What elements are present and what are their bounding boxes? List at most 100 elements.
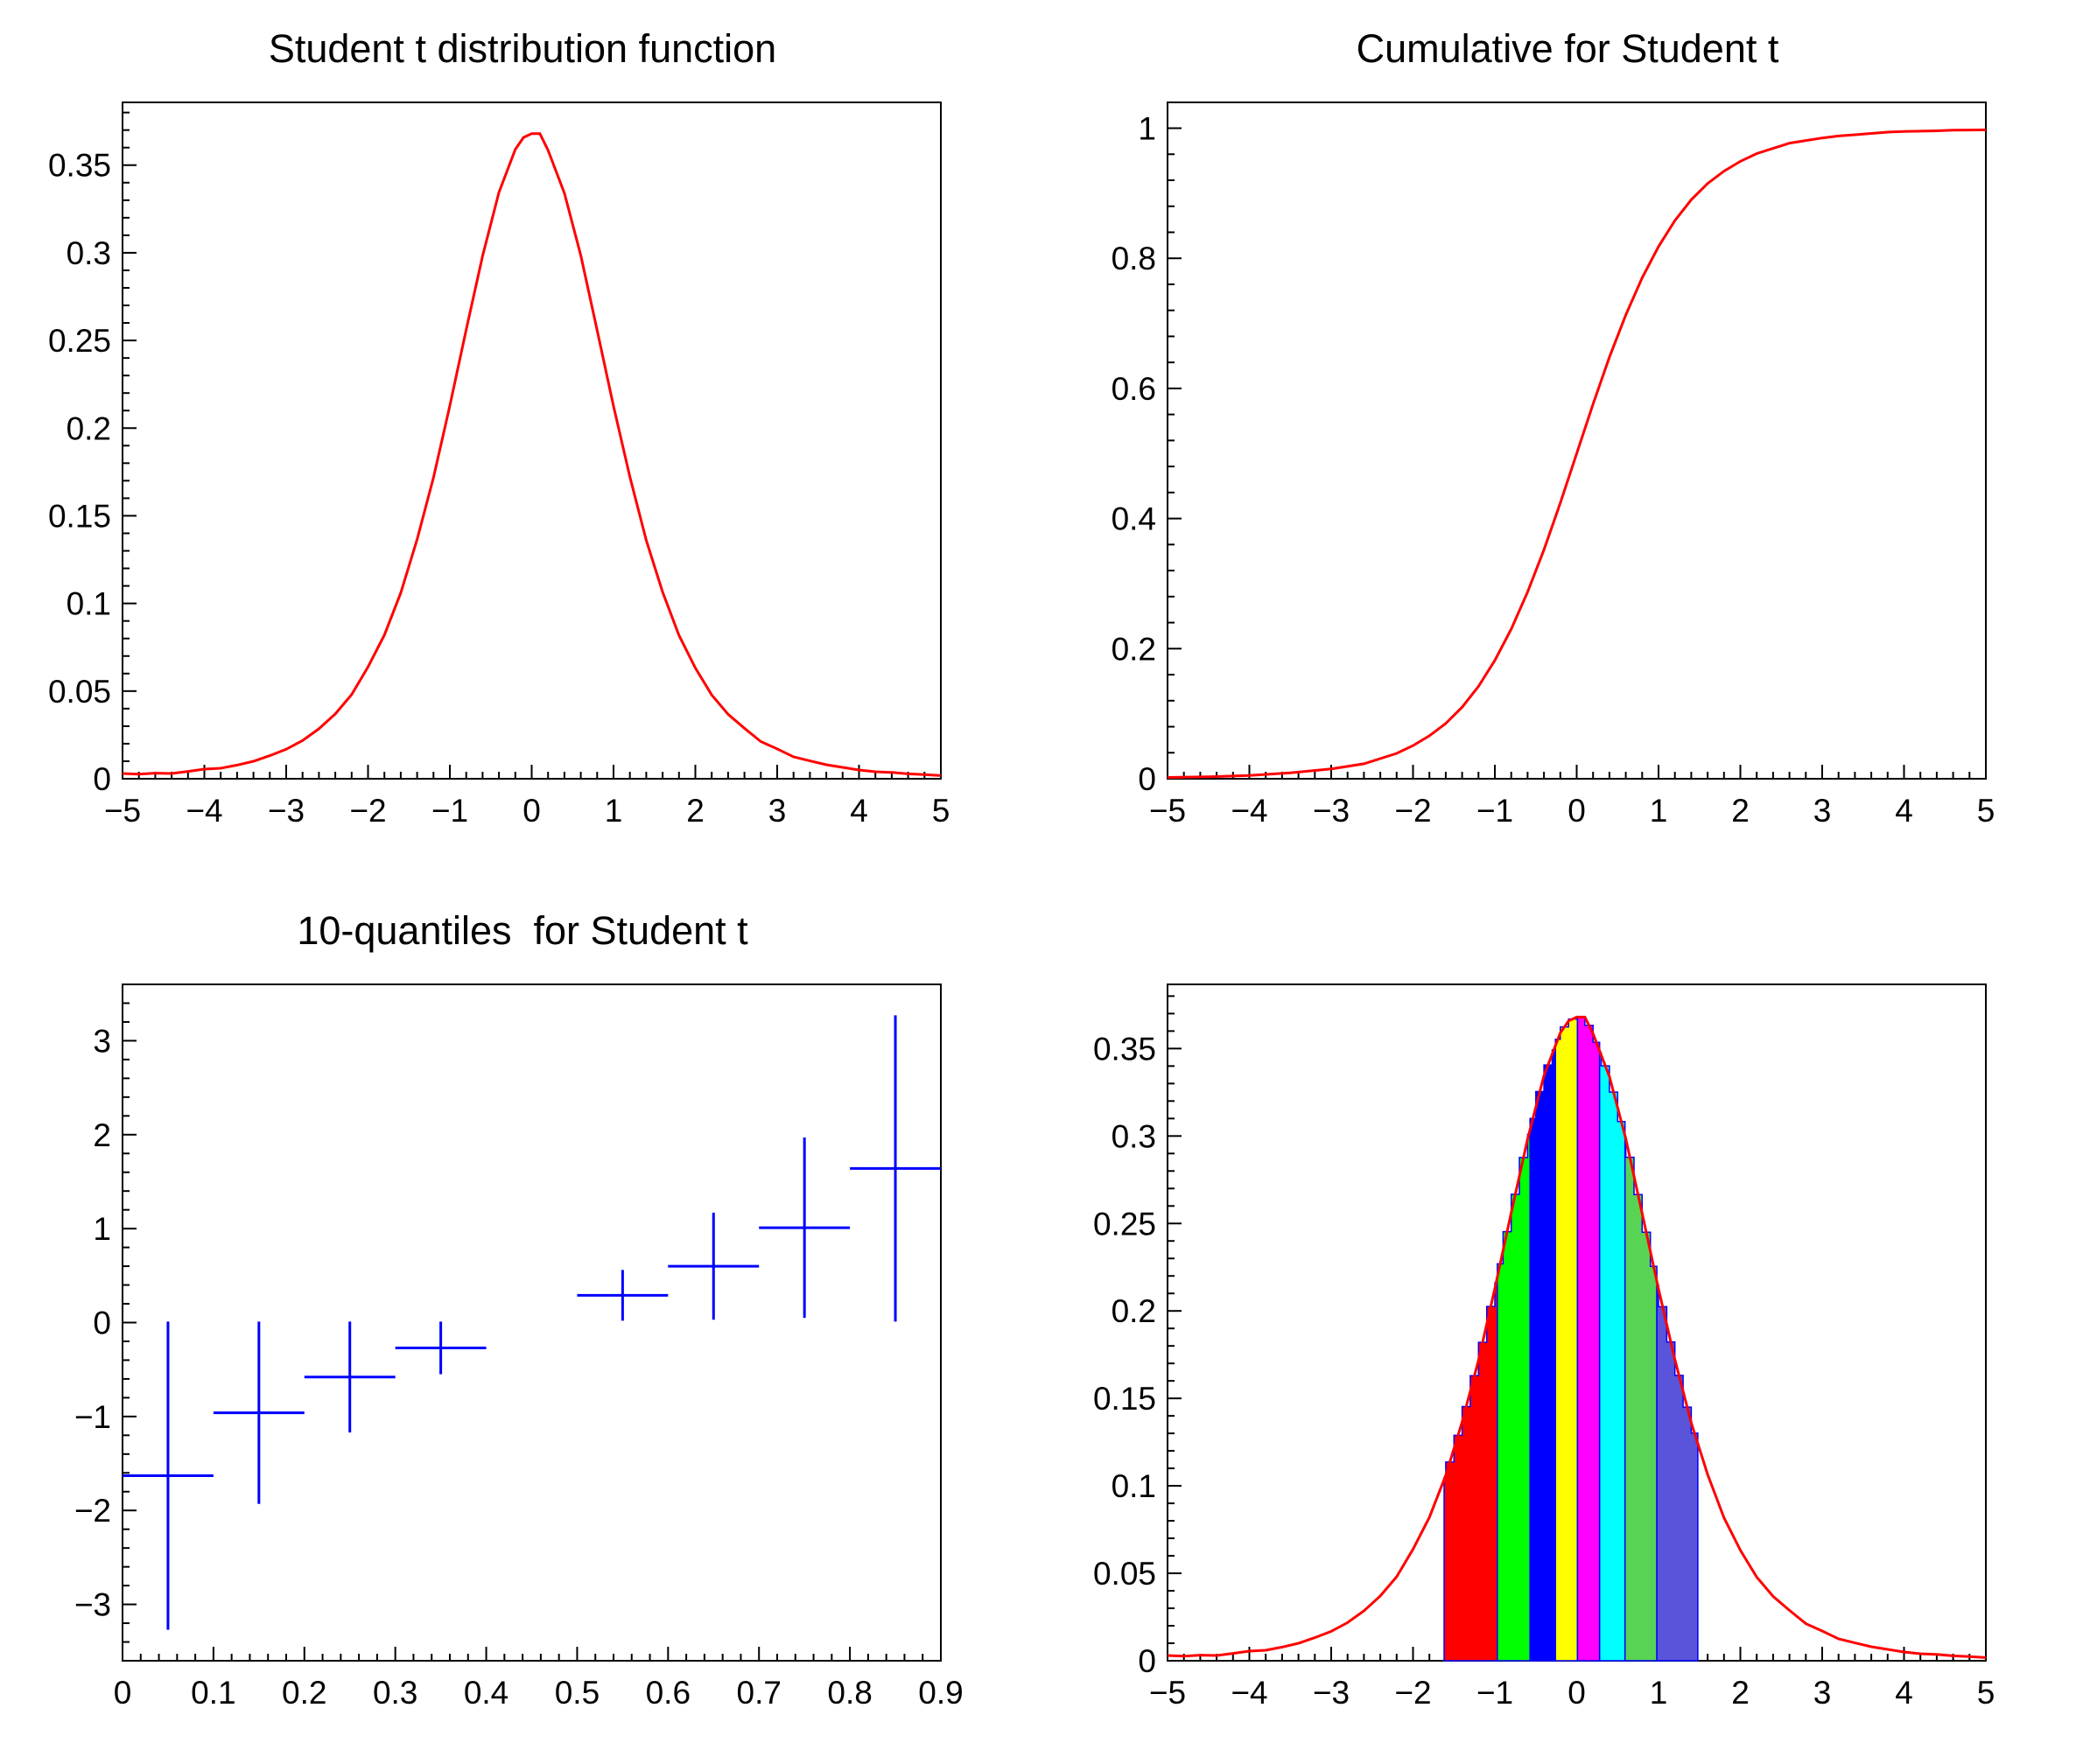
axes (122, 984, 942, 1662)
x-tick-label: 3 (768, 793, 787, 829)
x-tick-label: 2 (686, 793, 705, 829)
student-t-cdf-plot: −5 −4 −3 −2 −1 0 1 2 3 4 5 0 0.2 0.4 0.6 0.8 1 (1112, 102, 1995, 829)
x-tick-label: 0.2 (282, 1675, 326, 1711)
x-tick-label: −1 (1476, 1675, 1513, 1711)
pdf-curve (1167, 1015, 1987, 1659)
x-tick-label: 0 (1568, 1675, 1586, 1711)
x-tick-label: −5 (1149, 793, 1186, 829)
x-tick-label: 4 (850, 793, 868, 829)
x-tick-label: 0 (1568, 793, 1586, 829)
plot-frame (122, 102, 942, 780)
x-tick-label: −5 (1149, 1675, 1186, 1711)
quantile-band (1656, 1284, 1699, 1662)
student-t-cdf-curve (1167, 128, 1987, 779)
y-tick-label: 0.6 (1112, 371, 1156, 407)
plot-frame (1167, 102, 1987, 780)
y-tick-label: 0.8 (1112, 241, 1156, 276)
y-tick-label: 0.2 (1112, 1293, 1156, 1329)
x-tick-label: 3 (1813, 1675, 1832, 1711)
y-tick-label: 3 (93, 1023, 111, 1059)
y-tick-label: 0.2 (67, 410, 111, 446)
y-tick-label: 1 (93, 1211, 111, 1247)
y-tick-label: 0 (1138, 761, 1156, 797)
axes (122, 111, 942, 780)
student-t-pdf-bands-plot: −5 −4 −3 −2 −1 0 1 2 3 4 5 0 0.05 0.1 0.15 0.2 0.25 0.3 0.… (1093, 984, 1995, 1711)
x-tick-label: 1 (1650, 1675, 1668, 1711)
x-tick-label: 2 (1731, 793, 1750, 829)
student-t-quantiles-plot: 0 0.1 0.2 0.3 0.4 0.5 0.6 0.7 0.8 0.9 −3 −2 −1 0 1 2 3 (74, 984, 964, 1711)
x-tick-label: 0 (114, 1675, 132, 1711)
x-tick-label: −2 (1394, 1675, 1431, 1711)
y-tick-label: 2 (93, 1117, 111, 1153)
student-t-pdf-plot: −5 −4 −3 −2 −1 0 1 2 3 4 5 0 0.05 0.1 0.15 0.2 0.25 0.3 0.… (48, 102, 950, 829)
quantile-error-bars (123, 1015, 941, 1630)
pad-student-t-pdf: −5 −4 −3 −2 −1 0 1 2 3 4 5 0 0.05 0.1 0.15 0.2 0.25 0.3 0.… (0, 0, 1045, 882)
y-tick-label: 0.1 (1112, 1468, 1156, 1504)
x-tick-label: −4 (1231, 1675, 1267, 1711)
x-tick-label: −4 (1231, 793, 1267, 829)
pad-student-t-cdf: −5 −4 −3 −2 −1 0 1 2 3 4 5 0 0.2 0.4 0.6 0.8 1 Cumulativ… (1045, 0, 2090, 882)
y-tick-label: 0.15 (1093, 1381, 1156, 1417)
quantiles-title: 10-quantiles for Student t (297, 908, 748, 953)
x-tick-label: 5 (932, 793, 950, 829)
y-tick-label: 0.2 (1112, 631, 1156, 667)
x-tick-label: −3 (1313, 1675, 1350, 1711)
quantile-bands (1443, 1016, 1699, 1662)
x-tick-label: 0.4 (464, 1675, 508, 1711)
y-tick-label: 0.05 (48, 674, 111, 710)
y-tick-label: 0.35 (1093, 1031, 1156, 1067)
y-tick-label: 0 (1138, 1643, 1156, 1679)
student-t-pdf-curve (122, 132, 942, 777)
y-tick-label: 0.3 (1112, 1118, 1156, 1154)
x-tick-label: 5 (1977, 793, 1995, 829)
x-tick-label: −3 (1313, 793, 1350, 829)
x-tick-label: 1 (1650, 793, 1668, 829)
x-tick-label: 5 (1977, 1675, 1995, 1711)
y-tick-label: 0.15 (48, 498, 111, 534)
y-tick-label: 0.25 (48, 323, 111, 359)
x-tick-label: 0.7 (737, 1675, 782, 1711)
x-tick-label: 0.9 (918, 1675, 963, 1711)
x-tick-label: 0.8 (827, 1675, 872, 1711)
x-tick-label: 0.6 (646, 1675, 691, 1711)
x-tick-label: 0.1 (191, 1675, 235, 1711)
y-tick-label: −1 (74, 1399, 111, 1435)
x-tick-label: −4 (186, 793, 222, 829)
quantile-band (1554, 1016, 1579, 1662)
x-tick-label: −2 (349, 793, 386, 829)
cdf-title: Cumulative for Student t (1356, 26, 1779, 71)
x-tick-label: 3 (1813, 793, 1832, 829)
x-tick-label: 4 (1895, 793, 1913, 829)
quantile-band (1497, 1133, 1531, 1662)
y-tick-label: 0 (93, 761, 111, 797)
x-tick-label: 4 (1895, 1675, 1913, 1711)
y-tick-label: 0.25 (1093, 1206, 1156, 1242)
x-tick-label: −5 (104, 793, 141, 829)
y-tick-label: 0.05 (1093, 1556, 1156, 1592)
y-tick-label: 0.3 (67, 235, 111, 271)
y-tick-label: 1 (1138, 111, 1156, 147)
quantile-band (1576, 1016, 1601, 1662)
quantile-band (1598, 1052, 1626, 1662)
x-tick-label: 0 (522, 793, 541, 829)
pdf-title: Student t distribution function (268, 26, 777, 71)
y-tick-label: 0.1 (67, 586, 111, 622)
x-tick-label: −3 (268, 793, 305, 829)
x-tick-label: −1 (1476, 793, 1513, 829)
pad-student-t-pdf-bands: −5 −4 −3 −2 −1 0 1 2 3 4 5 0 0.05 0.1 0.15 0.2 0.25 0.3 0.… (1045, 882, 2090, 1764)
plot-frame (122, 984, 942, 1662)
y-tick-label: 0.4 (1112, 501, 1156, 537)
quantile-band (1529, 1049, 1556, 1662)
axes (1167, 127, 1987, 780)
x-tick-label: 0.3 (373, 1675, 417, 1711)
y-tick-label: −3 (74, 1587, 111, 1623)
x-tick-label: −1 (431, 793, 468, 829)
y-tick-label: −2 (74, 1493, 111, 1529)
y-tick-label: 0.35 (48, 148, 111, 184)
x-tick-label: 2 (1731, 1675, 1750, 1711)
y-tick-label: 0 (93, 1306, 111, 1341)
pad-student-t-quantiles: 0 0.1 0.2 0.3 0.4 0.5 0.6 0.7 0.8 0.9 −3 −2 −1 0 1 2 3 1… (0, 882, 1045, 1764)
x-tick-label: 1 (605, 793, 623, 829)
x-tick-label: 0.5 (555, 1675, 600, 1711)
